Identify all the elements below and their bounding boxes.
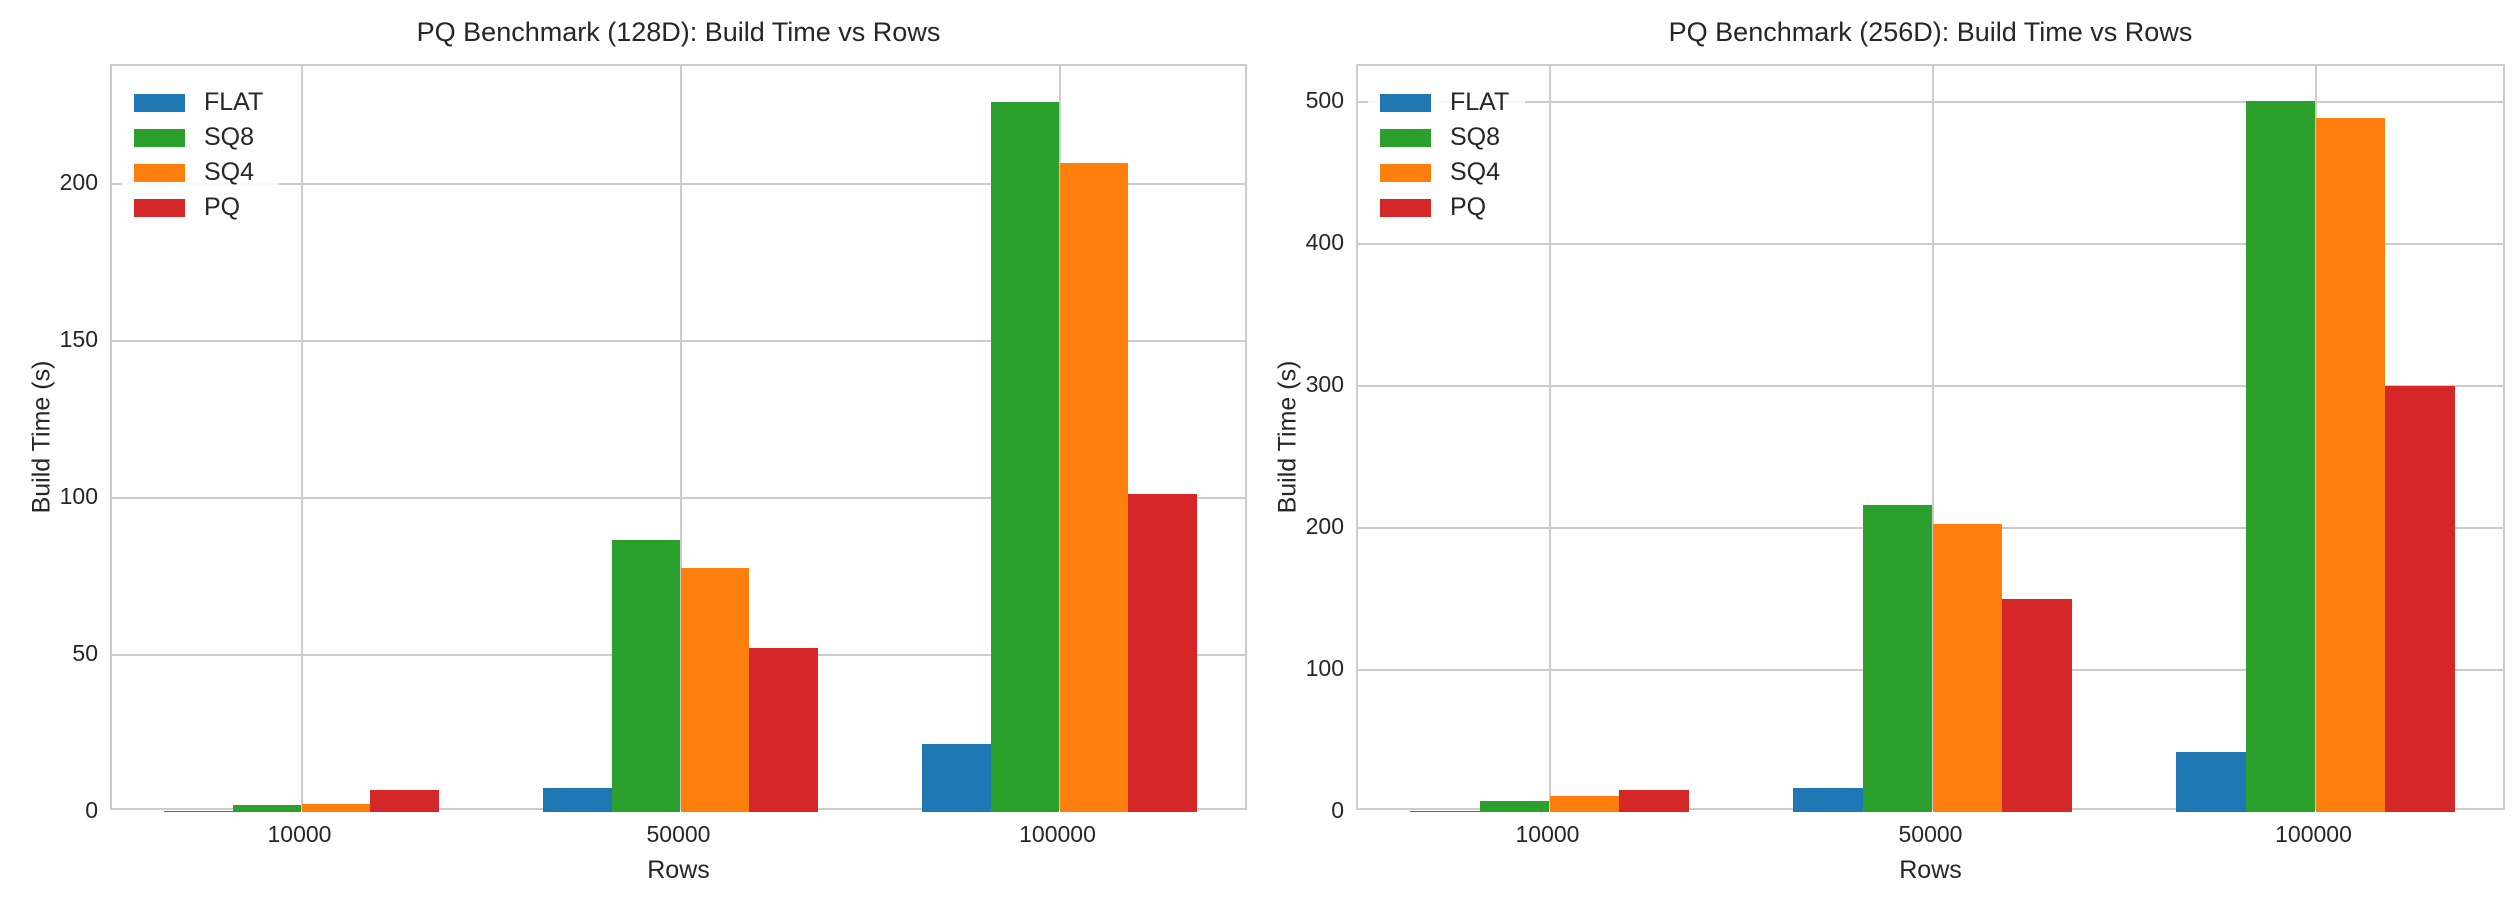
x-axis-label: Rows <box>1899 856 1962 884</box>
y-tick-label: 200 <box>59 168 98 195</box>
x-tick-label: 10000 <box>1515 821 1580 847</box>
y-tick-label: 500 <box>1305 87 1344 114</box>
y-gridline <box>1358 243 2503 246</box>
legend-item-SQ8: SQ8 <box>134 120 263 155</box>
legend-item-FLAT: FLAT <box>1380 85 1509 120</box>
legend-swatch-SQ8 <box>134 128 185 147</box>
legend-swatch-SQ4 <box>134 163 185 182</box>
chart-title: PQ Benchmark (256D): Build Time vs Rows <box>1668 17 2193 47</box>
bar-SQ4-10000 <box>1549 796 1619 812</box>
plot-area: FLAT SQ8 SQ4 PQ <box>110 64 1247 812</box>
legend-item-PQ: PQ <box>1380 190 1509 225</box>
legend-item-SQ8: SQ8 <box>1380 120 1509 155</box>
bar-FLAT-100000 <box>2176 751 2246 812</box>
y-gridline <box>112 496 1245 499</box>
y-tick-label: 200 <box>1305 513 1344 540</box>
legend-swatch-SQ8 <box>1380 128 1431 147</box>
bar-FLAT-50000 <box>542 787 612 812</box>
bar-SQ8-10000 <box>232 805 302 812</box>
bar-FLAT-10000 <box>1410 810 1480 812</box>
x-axis-label: Rows <box>647 856 710 884</box>
x-gridline <box>679 66 682 808</box>
legend-label: SQ8 <box>204 123 255 151</box>
bar-FLAT-10000 <box>163 810 233 812</box>
legend-swatch-PQ <box>1380 198 1431 217</box>
y-tick-label: 100 <box>1305 655 1344 682</box>
x-tick-label: 50000 <box>646 821 711 847</box>
bar-SQ4-100000 <box>2315 118 2385 812</box>
y-gridline <box>112 339 1245 342</box>
x-tick-label: 100000 <box>2275 821 2352 847</box>
x-tick-label: 100000 <box>1019 821 1096 847</box>
bar-PQ-10000 <box>1619 790 1689 812</box>
bar-FLAT-50000 <box>1793 787 1863 812</box>
bar-SQ8-50000 <box>1862 505 1933 812</box>
bar-SQ4-100000 <box>1059 163 1129 812</box>
legend-label: FLAT <box>204 88 264 116</box>
legend-label: FLAT <box>1450 88 1510 116</box>
bar-SQ4-10000 <box>301 804 371 812</box>
bar-SQ8-100000 <box>2245 101 2316 812</box>
legend-item-PQ: PQ <box>134 190 263 225</box>
x-gridline <box>1931 66 1934 808</box>
legend-label: PQ <box>204 193 241 221</box>
legend-swatch-FLAT <box>1380 93 1431 112</box>
y-gridline <box>1358 385 2503 388</box>
legend-label: SQ4 <box>204 158 255 186</box>
bar-PQ-100000 <box>2385 386 2455 812</box>
bar-PQ-10000 <box>370 789 440 812</box>
legend-item-SQ4: SQ4 <box>1380 155 1509 190</box>
x-tick-label: 10000 <box>267 821 332 847</box>
x-gridline <box>300 66 303 808</box>
y-gridline <box>112 182 1245 185</box>
bar-SQ8-50000 <box>611 540 681 812</box>
legend-label: SQ8 <box>1450 123 1501 151</box>
y-tick-label: 50 <box>72 639 98 666</box>
bar-PQ-50000 <box>749 647 819 812</box>
bar-PQ-100000 <box>1128 493 1198 812</box>
plot-area: FLAT SQ8 SQ4 PQ <box>1356 64 2505 812</box>
y-tick-label: 100 <box>59 482 98 509</box>
y-tick-label: 0 <box>1331 797 1344 823</box>
x-tick-label: 50000 <box>1898 821 1963 847</box>
legend-label: SQ4 <box>1450 158 1501 186</box>
y-tick-label: 300 <box>1305 371 1344 398</box>
bar-SQ4-50000 <box>1932 523 2002 812</box>
bar-SQ4-50000 <box>680 568 750 812</box>
legend-swatch-SQ4 <box>1380 163 1431 182</box>
x-gridline <box>1548 66 1551 808</box>
bar-FLAT-100000 <box>921 743 991 812</box>
y-tick-label: 150 <box>59 325 98 352</box>
y-gridline <box>1358 101 2503 104</box>
legend-swatch-FLAT <box>134 93 185 112</box>
y-tick-label: 0 <box>85 797 98 823</box>
legend: FLAT SQ8 SQ4 PQ <box>1368 77 1526 233</box>
bar-PQ-50000 <box>2002 599 2072 812</box>
legend-item-SQ4: SQ4 <box>134 155 263 190</box>
y-tick-label: 400 <box>1305 229 1344 256</box>
legend-label: PQ <box>1450 193 1487 221</box>
legend-item-FLAT: FLAT <box>134 85 263 120</box>
bar-SQ8-100000 <box>990 101 1060 812</box>
legend-swatch-PQ <box>134 198 185 217</box>
legend: FLAT SQ8 SQ4 PQ <box>122 77 280 233</box>
chart-title: PQ Benchmark (128D): Build Time vs Rows <box>416 17 941 47</box>
bar-SQ8-10000 <box>1479 800 1550 812</box>
